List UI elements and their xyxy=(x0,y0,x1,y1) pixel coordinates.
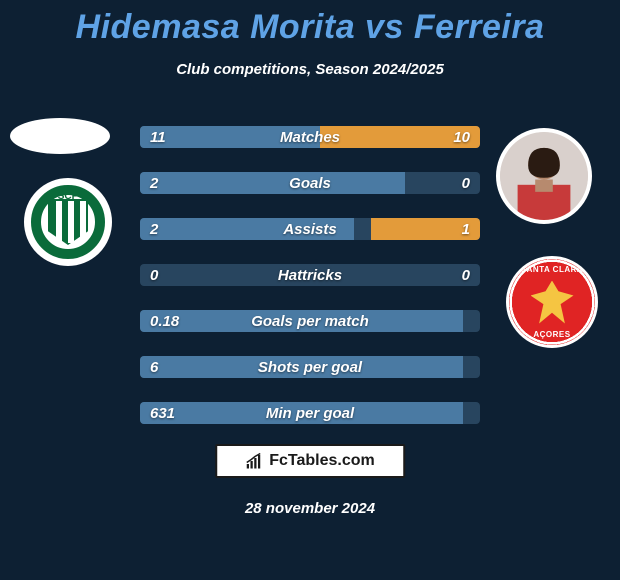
stat-row: Shots per goal6 xyxy=(140,354,480,380)
player-right-club-badge: SANTA CLARA AÇORES xyxy=(506,256,598,348)
stat-bar-bg xyxy=(140,264,480,286)
page-title: Hidemasa Morita vs Ferreira xyxy=(0,0,620,47)
stat-row: Goals20 xyxy=(140,170,480,196)
crest-sca-top: SANTA CLARA xyxy=(509,265,595,274)
stat-bar-left xyxy=(140,402,463,424)
silhouette-icon xyxy=(10,118,110,154)
stat-row: Min per goal631 xyxy=(140,400,480,426)
stat-row: Matches1110 xyxy=(140,124,480,150)
crest-sca-bot: AÇORES xyxy=(509,330,595,339)
stat-bar-left xyxy=(140,126,320,148)
fctables-logo-icon xyxy=(245,452,263,470)
stat-row: Assists21 xyxy=(140,216,480,242)
datestamp: 28 november 2024 xyxy=(0,500,620,517)
player-photo-icon xyxy=(500,132,588,220)
stat-bar-left xyxy=(140,172,405,194)
branding-text: FcTables.com xyxy=(269,452,375,470)
stat-bar-left xyxy=(140,218,354,240)
stat-bar-left xyxy=(140,356,463,378)
sporting-cp-crest-icon: SCP xyxy=(27,181,109,263)
stat-bar-right xyxy=(371,218,480,240)
subtitle: Club competitions, Season 2024/2025 xyxy=(0,61,620,78)
stat-row: Hattricks00 xyxy=(140,262,480,288)
santa-clara-crest-icon: SANTA CLARA AÇORES xyxy=(509,259,595,345)
stat-row: Goals per match0.18 xyxy=(140,308,480,334)
player-left-club-badge: SCP xyxy=(24,178,112,266)
stat-bar-right xyxy=(320,126,480,148)
stat-bar-left xyxy=(140,310,463,332)
player-right-avatar xyxy=(496,128,592,224)
player-left-avatar xyxy=(10,118,110,154)
branding-box: FcTables.com xyxy=(215,444,405,478)
